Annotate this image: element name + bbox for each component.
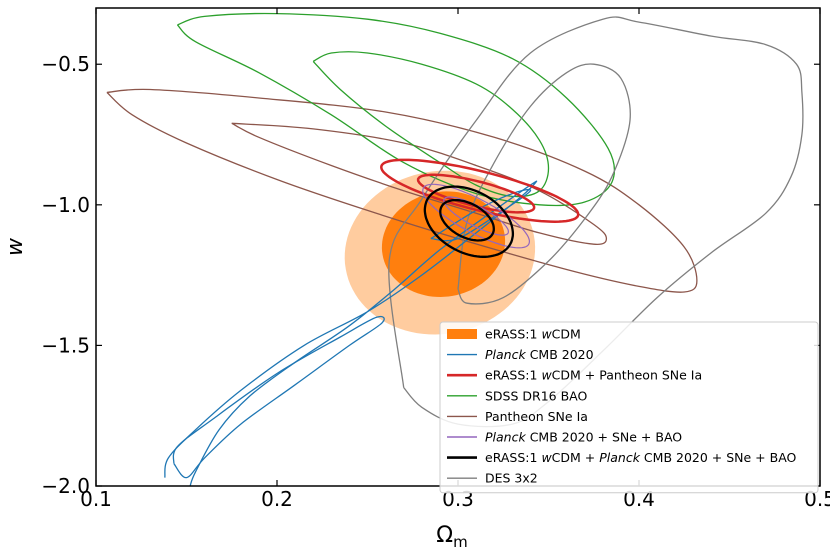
sdss-contour-1 [176,12,616,207]
y-tick-label: −0.5 [41,52,90,76]
legend-label-des: DES 3x2 [485,471,538,486]
legend-label-sdss: SDSS DR16 BAO [485,388,587,403]
planck_sne_bao-contour-1 [422,183,530,249]
erass_all-contour-2 [439,198,495,242]
des-contour-2 [457,63,631,305]
legend: eRASS:1 wCDM Planck CMB 2020 eRASS:1 wCDM … [439,321,819,494]
x-axis-label-main: Ω [436,523,453,548]
x-axis-label-sub: m [453,533,468,551]
x-tick-label: 0.1 [80,487,112,511]
legend-label-pantheon: Pantheon SNe Ia [485,409,588,424]
legend-swatch-erass_wcdm [447,329,477,339]
y-tick-label: −1.5 [41,333,90,357]
sdss-contour-2 [312,51,550,198]
legend-label-planck_sne_bao: Planck CMB 2020 + SNe + BAO [485,430,682,445]
planck_sne_bao-contour-2 [443,196,510,236]
erass_wcdm-contour-2 [381,191,506,297]
x-axis-label: Ωm [436,523,467,551]
legend-label-erass_all: eRASS:1 wCDM + Planck CMB 2020 + SNe + B… [485,450,797,465]
y-tick-label: −2.0 [41,474,90,498]
planck-contour-1 [164,180,538,486]
planck-contour-2 [172,315,385,479]
y-axis-label: w [3,237,28,256]
erass_all-contour-1 [423,185,515,258]
legend-label-planck: Planck CMB 2020 [485,347,594,362]
legend-label-erass_sne: eRASS:1 wCDM + Pantheon SNe Ia [485,368,702,383]
pantheon-contour-2 [231,122,608,245]
x-tick-label: 0.2 [261,487,293,511]
legend-frame [439,321,819,494]
pantheon-contour-1 [106,88,698,293]
erass_sne-contour-1 [380,158,580,223]
y-tick-label: −1.0 [41,193,90,217]
legend-label-erass_wcdm: eRASS:1 wCDM [485,327,581,342]
